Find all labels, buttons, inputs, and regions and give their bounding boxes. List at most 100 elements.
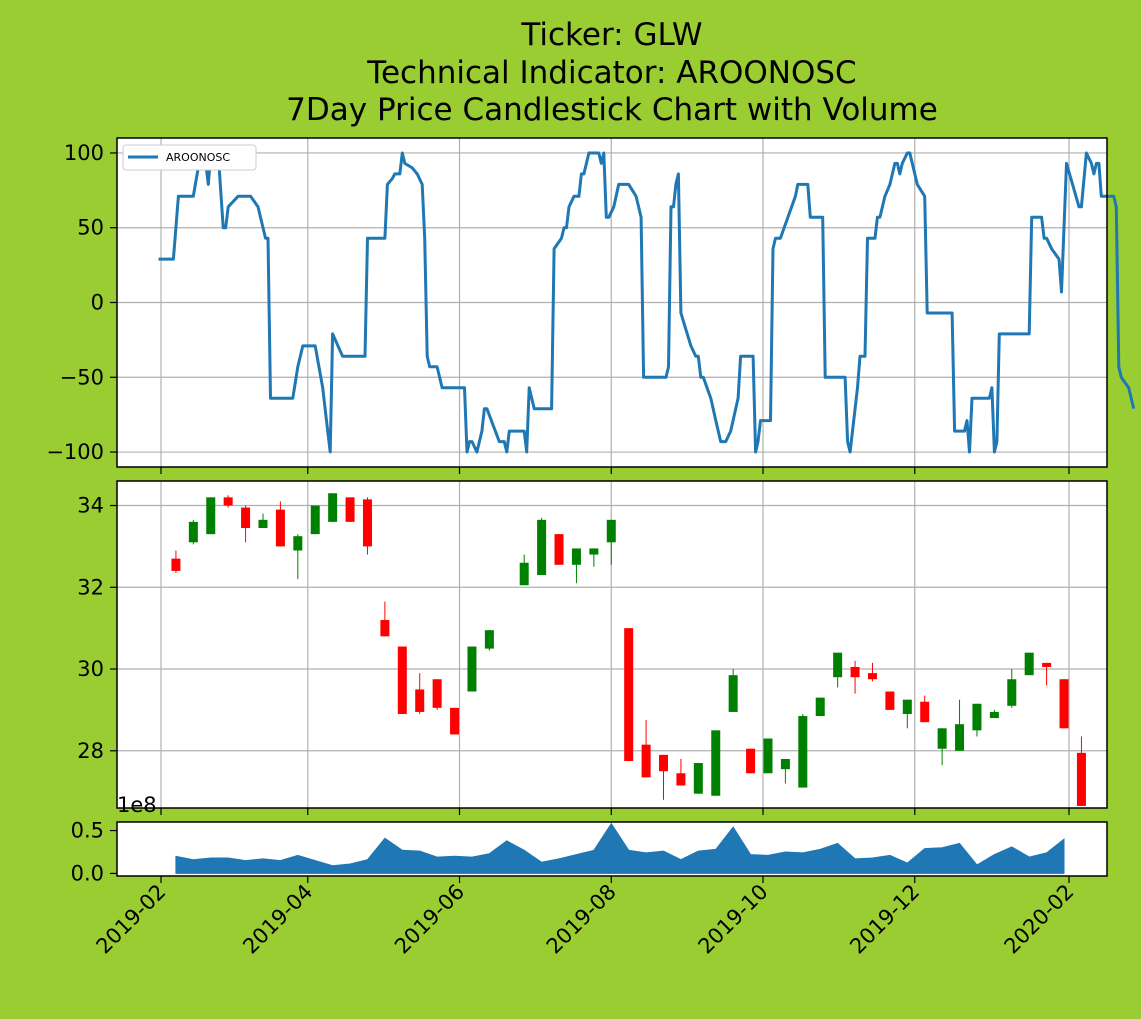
candle-body: [606, 519, 616, 543]
indicator-x-ticks: [160, 467, 1070, 474]
candle-body: [1042, 662, 1052, 667]
candle: [746, 748, 756, 774]
candle-body: [223, 497, 233, 506]
candle: [397, 646, 407, 714]
price-y-tick-label: 34: [77, 494, 104, 518]
volume-y-tick-label: 0.5: [71, 819, 104, 843]
indicator-y-tick-label: 0: [91, 291, 104, 315]
candle-body: [571, 548, 581, 565]
candle: [1076, 736, 1086, 806]
candle: [171, 550, 181, 573]
candle-body: [798, 716, 808, 788]
candle-body: [885, 691, 895, 710]
candle: [989, 709, 999, 719]
candle: [833, 652, 843, 688]
candle-body: [380, 619, 390, 637]
candle-body: [937, 728, 947, 749]
candle: [467, 646, 477, 692]
indicator-panel: 100 50 0 −50 −100 AROONOSC: [46, 137, 1136, 474]
candle-body: [519, 562, 529, 586]
candle: [1059, 679, 1069, 729]
volume-frame: [116, 821, 1108, 877]
candle: [310, 505, 320, 535]
candle: [554, 534, 564, 565]
candle-body: [659, 754, 669, 772]
candle: [571, 548, 581, 584]
indicator-y-tick-label: −100: [46, 440, 104, 464]
candle-body: [746, 748, 756, 774]
price-y-tick-label: 28: [77, 739, 104, 763]
candle: [955, 699, 965, 751]
candle: [1024, 652, 1034, 676]
candle-body: [345, 497, 355, 522]
candle: [188, 519, 198, 545]
candle: [345, 497, 355, 522]
candle-body: [432, 679, 442, 708]
price-candles-layer: [171, 493, 1086, 806]
candle: [902, 699, 912, 729]
volume-offset-label: 1e8: [117, 793, 157, 817]
candle-body: [972, 703, 982, 731]
legend-box: [122, 144, 257, 171]
chart-title-line-3: 7Day Price Candlestick Chart with Volume: [286, 92, 938, 128]
price-x-ticks: [160, 808, 1070, 815]
candle: [432, 679, 442, 710]
indicator-y-axis: 100 50 0 −50 −100: [46, 141, 117, 464]
candle: [275, 501, 285, 547]
candle-body: [275, 509, 285, 547]
candle: [920, 695, 930, 723]
candle: [519, 554, 529, 586]
candle-body: [989, 711, 999, 719]
candle-body: [1007, 679, 1017, 706]
candle: [850, 660, 860, 694]
candle-body: [450, 707, 460, 735]
legend-label-aroonosc: AROONOSC: [166, 151, 230, 164]
candle: [293, 534, 303, 580]
candle-body: [293, 536, 303, 551]
candle: [780, 758, 790, 784]
volume-area: [175, 822, 1065, 874]
chart-title-line-2: Technical Indicator: AROONOSC: [366, 55, 856, 91]
candle-body: [537, 519, 547, 576]
candle: [450, 707, 460, 735]
candle-body: [728, 675, 738, 712]
candle: [641, 720, 651, 778]
candle-body: [624, 628, 634, 761]
candle-body: [1059, 679, 1069, 729]
candle-body: [763, 738, 773, 774]
candle: [258, 513, 268, 529]
candle-body: [902, 699, 912, 714]
candle: [693, 763, 703, 794]
chart-title-line-1: Ticker: GLW: [520, 17, 702, 53]
candle: [362, 497, 372, 555]
price-y-tick-label: 30: [77, 657, 104, 681]
candle-body: [833, 652, 843, 678]
candle: [659, 754, 669, 800]
price-frame: [116, 480, 1108, 809]
candle-body: [310, 505, 320, 535]
candle-body: [815, 697, 825, 717]
aroonosc-line: [158, 151, 1136, 454]
candle: [1007, 669, 1017, 708]
candle-body: [867, 673, 877, 680]
candle: [815, 697, 825, 717]
indicator-y-tick-label: 50: [77, 216, 104, 240]
candle-body: [920, 701, 930, 723]
candle-body: [415, 689, 425, 712]
candle-body: [641, 744, 651, 778]
candle-body: [850, 666, 860, 678]
candle-body: [554, 534, 564, 565]
candle-body: [188, 521, 198, 543]
candle-body: [484, 630, 494, 649]
candle-body: [1024, 652, 1034, 676]
candle: [867, 662, 877, 682]
candle: [711, 730, 721, 796]
candle-body: [467, 646, 477, 692]
candle-body: [171, 558, 181, 571]
indicator-y-tick-label: 100: [64, 141, 104, 165]
candle: [676, 758, 686, 786]
candle-body: [693, 763, 703, 794]
candle: [484, 630, 494, 651]
candle-body: [258, 519, 268, 529]
